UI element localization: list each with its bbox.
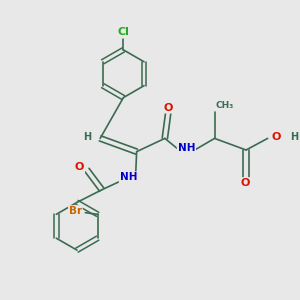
Text: CH₃: CH₃ xyxy=(215,101,234,110)
Text: NH: NH xyxy=(178,143,195,153)
Text: Br: Br xyxy=(69,206,82,216)
Text: O: O xyxy=(75,162,84,172)
Text: O: O xyxy=(271,132,280,142)
Text: H: H xyxy=(290,132,298,142)
Text: NH: NH xyxy=(120,172,137,182)
Text: O: O xyxy=(241,178,250,188)
Text: H: H xyxy=(83,132,92,142)
Text: O: O xyxy=(164,103,173,112)
Text: Cl: Cl xyxy=(117,27,129,37)
